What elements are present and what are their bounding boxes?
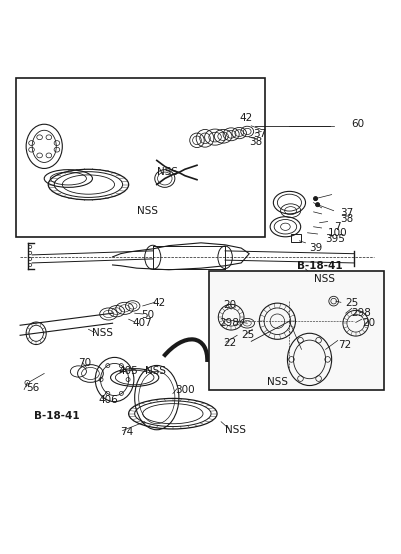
Ellipse shape	[315, 203, 319, 207]
Text: NSS: NSS	[156, 167, 177, 177]
Text: 25: 25	[345, 298, 358, 308]
Text: 72: 72	[337, 340, 350, 350]
Text: NSS: NSS	[144, 366, 165, 377]
Text: 300: 300	[174, 384, 194, 394]
Text: B-18-41: B-18-41	[297, 261, 342, 271]
Text: 395: 395	[324, 234, 344, 244]
Text: 20: 20	[361, 318, 374, 328]
Text: NSS: NSS	[136, 206, 157, 216]
Text: 42: 42	[152, 298, 166, 308]
Text: 42: 42	[239, 113, 252, 123]
Bar	[209, 271, 383, 389]
Text: 298: 298	[219, 318, 238, 328]
Text: 100: 100	[327, 228, 346, 238]
Text: NSS: NSS	[225, 425, 245, 435]
Text: 60: 60	[351, 119, 364, 129]
Text: 405: 405	[118, 366, 138, 377]
Ellipse shape	[313, 197, 317, 201]
Text: 7: 7	[333, 222, 339, 232]
Text: 25: 25	[241, 330, 254, 340]
Text: 406: 406	[98, 394, 118, 404]
Text: 22: 22	[223, 338, 236, 348]
Text: 407: 407	[132, 318, 152, 328]
Text: NSS: NSS	[313, 274, 334, 284]
Text: 38: 38	[339, 214, 352, 224]
Text: 50: 50	[140, 310, 154, 320]
Bar	[16, 78, 265, 237]
Text: NSS: NSS	[92, 329, 113, 338]
Text: 74: 74	[120, 427, 134, 437]
Text: 38: 38	[249, 137, 262, 147]
Text: 298: 298	[351, 308, 371, 318]
Text: B-18-41: B-18-41	[34, 411, 79, 420]
Text: 37: 37	[339, 208, 352, 218]
Bar	[291, 234, 301, 242]
Text: 70: 70	[78, 358, 91, 368]
Text: 20: 20	[223, 300, 236, 310]
Text: 39: 39	[309, 243, 322, 253]
Text: 56: 56	[26, 383, 39, 393]
Text: NSS: NSS	[267, 377, 288, 387]
Text: 37: 37	[253, 129, 266, 139]
